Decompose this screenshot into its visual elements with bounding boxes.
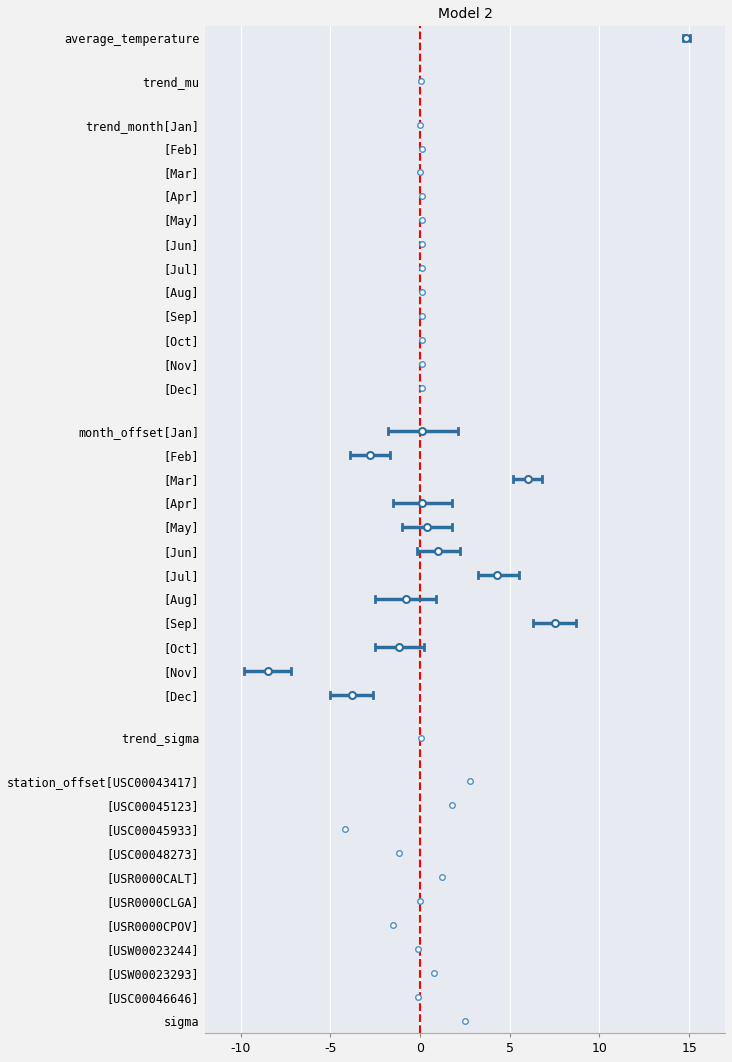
- Title: Model 2: Model 2: [438, 7, 493, 21]
